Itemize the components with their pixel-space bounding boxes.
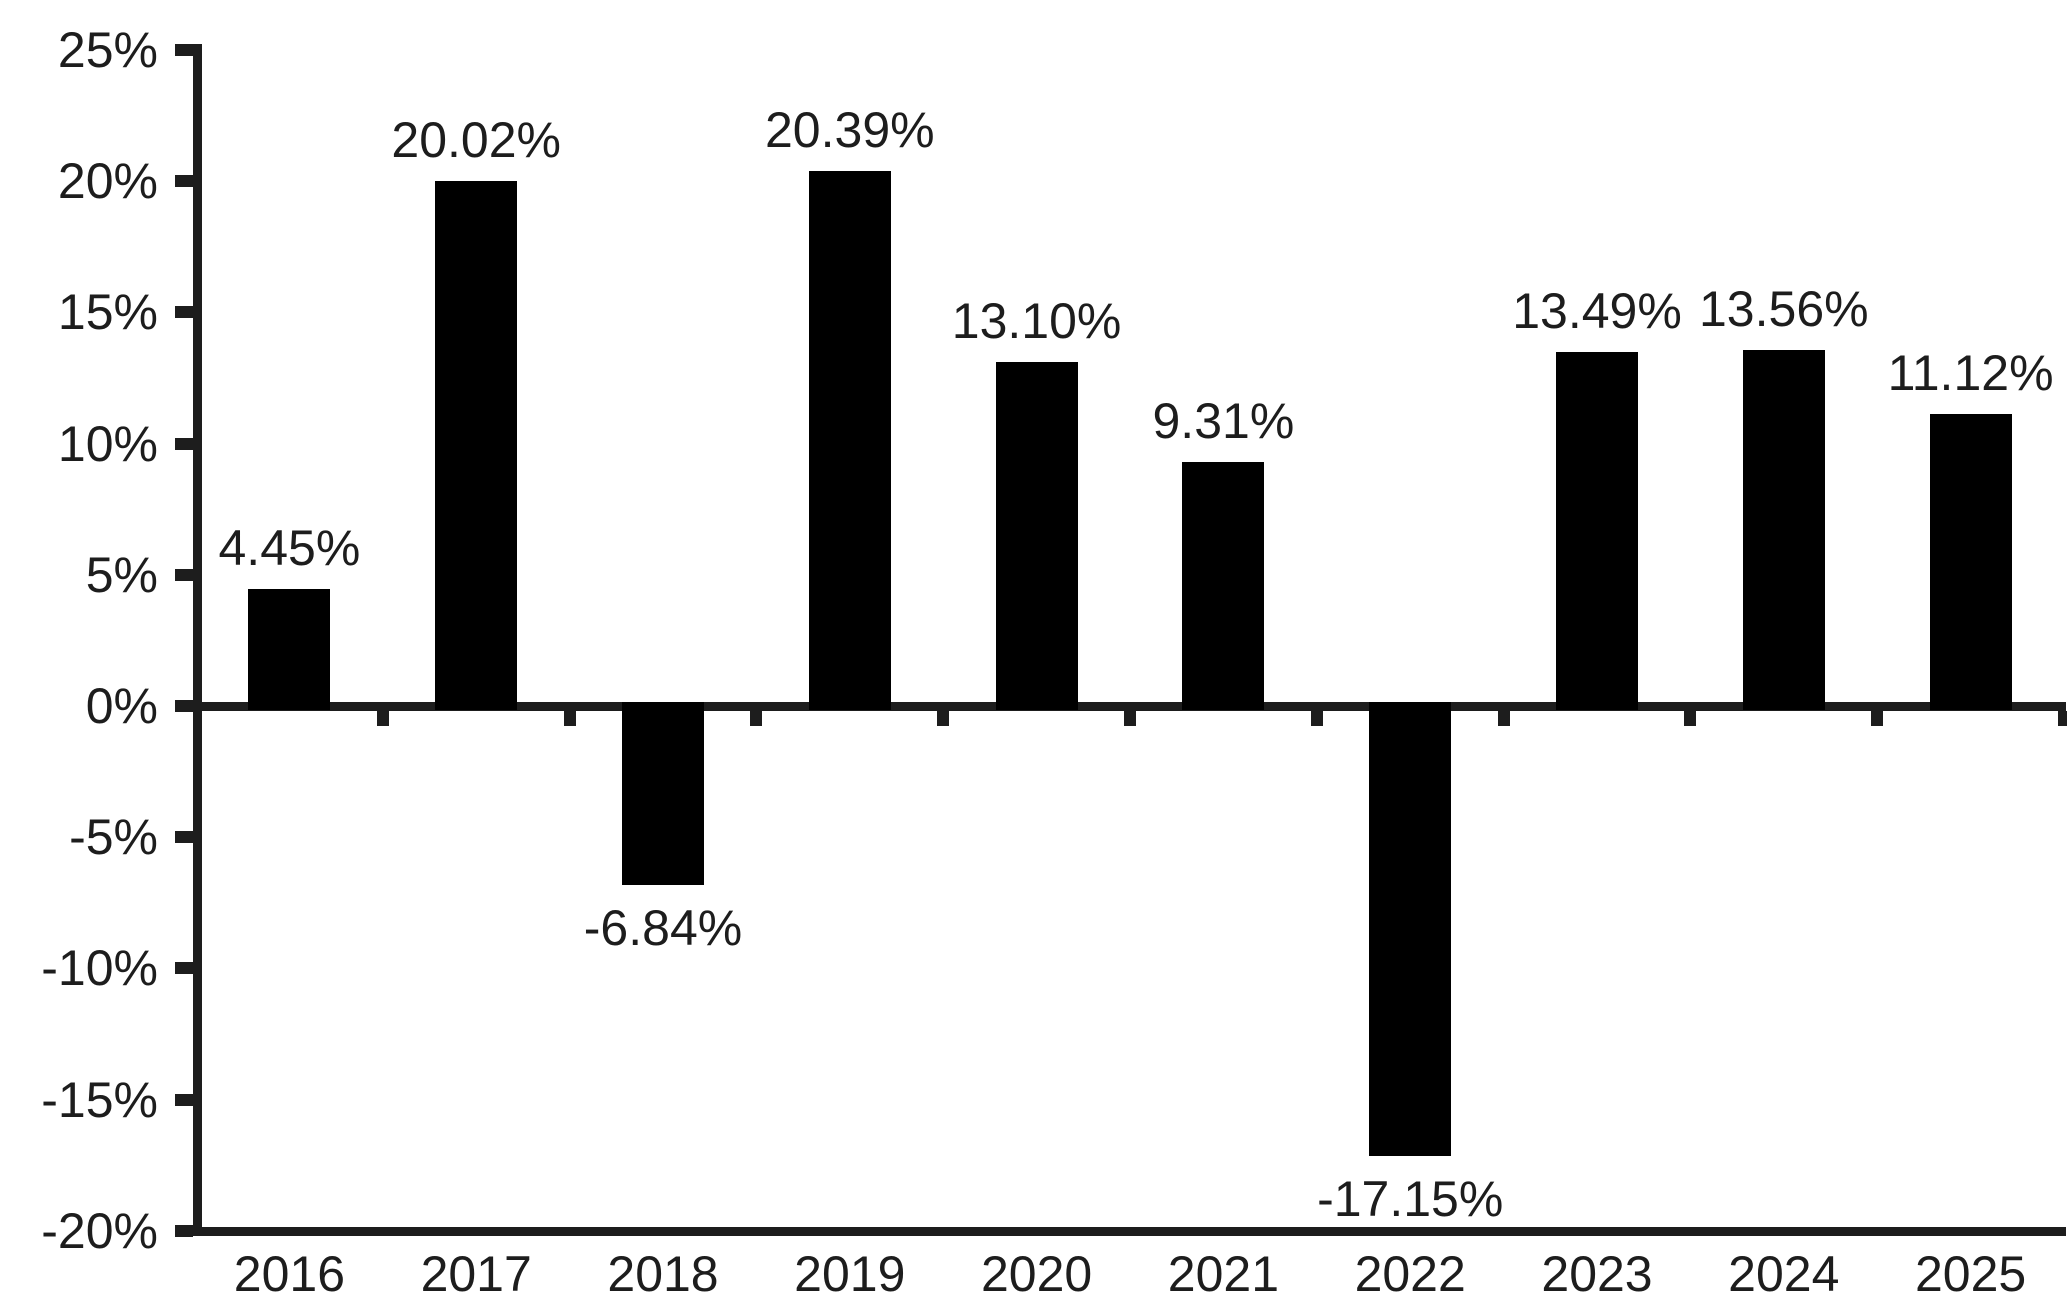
bar [622,701,704,886]
bar [435,180,518,711]
bar-value-label: 11.12% [1887,345,2054,402]
x-axis-category-label: 2016 [233,1246,346,1302]
bar [808,170,891,711]
bar-value-label: 9.31% [1152,392,1295,449]
bar-value-label: 13.56% [1699,281,1869,338]
bar [1556,352,1638,711]
bar-value-label: 13.49% [1512,283,1682,340]
bar-value-label: 20.39% [765,101,935,158]
x-axis-tick [750,710,763,726]
bar [1742,350,1825,711]
x-axis-category-label: 2022 [1354,1246,1466,1302]
y-axis-tick-label: 20% [57,153,158,210]
y-axis-tick [175,175,193,188]
y-axis-tick [175,831,193,844]
bar [1929,414,2012,711]
bar [248,589,331,711]
x-axis-tick [1684,710,1697,726]
y-axis-tick-label: -10% [41,940,158,997]
bar [1182,461,1265,711]
zero-line [193,701,2066,711]
x-axis-category-label: 2017 [420,1246,532,1302]
y-axis-tick [175,1093,193,1106]
bar [1369,701,1452,1157]
x-axis-category-label: 2023 [1541,1246,1653,1302]
bar-value-label: 20.02% [391,111,561,168]
x-axis-category-label: 2019 [794,1246,906,1302]
y-axis-tick [175,437,193,450]
x-axis-tick [563,710,576,726]
y-axis-tick-label: -5% [69,809,158,866]
bar-value-label: -6.84% [583,900,743,957]
x-axis-tick [937,710,950,726]
bar-value-label: 13.10% [951,293,1122,350]
y-axis-tick-label: 0% [85,678,158,734]
x-axis-tick [1124,710,1136,726]
y-axis-tick [175,44,193,56]
y-axis-tick-label: 5% [85,546,158,603]
bar-value-label: -17.15% [1317,1171,1504,1228]
y-axis-tick [175,568,193,581]
bar [995,362,1078,711]
x-axis-tick [1871,710,1884,726]
x-axis-category-label: 2020 [980,1246,1093,1302]
y-axis-tick [175,306,193,319]
y-axis-line [193,44,202,1236]
y-axis-tick [175,1224,193,1237]
x-axis-category-label: 2025 [1914,1246,2027,1302]
y-axis-tick-label: 10% [57,415,158,472]
x-axis-category-label: 2024 [1728,1246,1840,1302]
y-axis-tick-label: 25% [57,22,158,78]
x-axis-tick [376,710,389,726]
y-axis-tick [175,962,193,975]
x-axis-category-label: 2021 [1167,1246,1280,1302]
y-axis-tick-label: -15% [41,1071,158,1128]
x-axis-line [175,1227,2066,1236]
x-axis-tick [1310,710,1323,726]
x-axis-tick [2058,710,2067,726]
x-axis-category-label: 2018 [607,1246,719,1302]
bar-value-label: 4.45% [218,520,361,577]
y-axis-tick-label: -20% [41,1202,158,1259]
y-axis-tick [175,700,193,712]
y-axis-tick-label: 15% [57,284,158,341]
x-axis-tick [1497,710,1510,726]
